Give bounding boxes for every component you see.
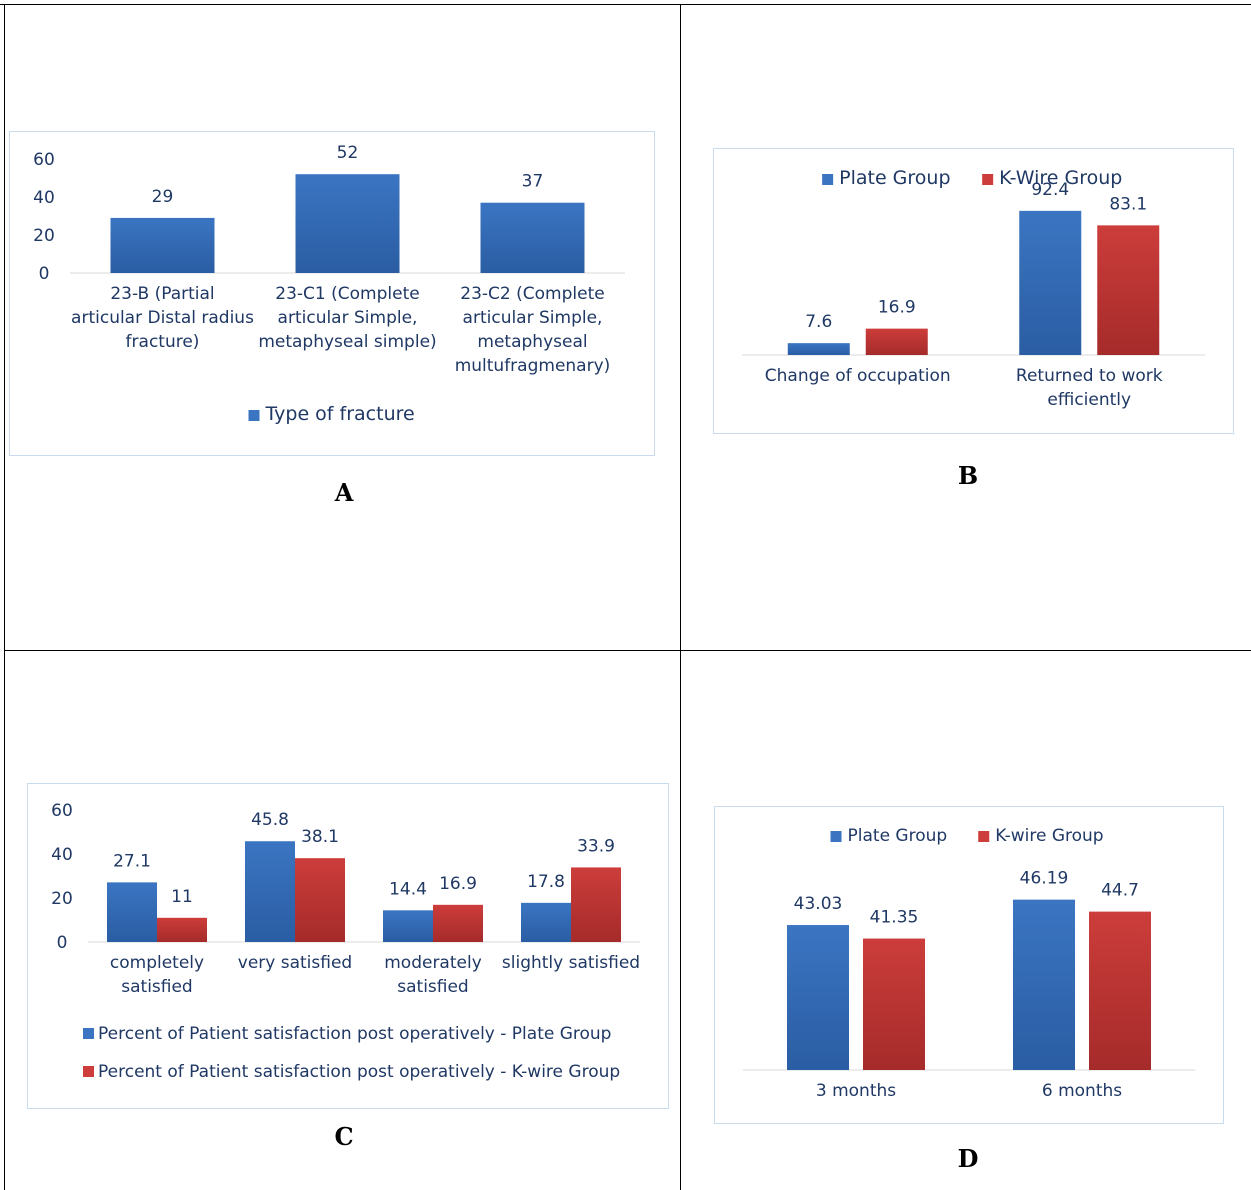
chart-c-data-label: 16.9	[439, 874, 477, 894]
chart-a-data-label: 37	[522, 172, 544, 192]
chart-d-legend-label: Plate Group	[848, 826, 948, 846]
chart-a-legend-label: Type of fracture	[265, 403, 415, 425]
chart-d-legend-label: K-wire Group	[995, 826, 1103, 846]
chart-d-category-label: 3 months	[816, 1081, 896, 1101]
chart-c-bar	[571, 867, 621, 942]
chart-c-category-label: very satisfied	[238, 953, 352, 973]
chart-c-data-label: 11	[171, 887, 193, 907]
chart-a-category-label: 23-C1 (Complete articular Simple, metaphys…	[258, 284, 436, 352]
chart-panel-d: 43.03 41.35 3 months 46.19 44.7 6 months Plate…	[714, 806, 1224, 1124]
chart-b-bar	[1097, 225, 1160, 355]
frame-left-border	[4, 4, 5, 1190]
panel-label-b: B	[957, 461, 979, 490]
chart-b-category-label: Change of occupation	[765, 366, 951, 386]
chart-a-category-label: 23-B (Partial articular Distal radius frac…	[71, 284, 254, 352]
chart-c-svg: 0 20 40 60 27.1 11 completely satisfied 45.8 38.1…	[51, 801, 640, 1082]
chart-d-legend-swatch	[830, 831, 842, 842]
panel-label-d: D	[957, 1144, 979, 1173]
chart-c-category-label: slightly satisfied	[502, 953, 640, 973]
chart-b-bar	[787, 343, 850, 355]
chart-d-legend-swatch	[978, 831, 990, 842]
chart-c-data-label: 38.1	[301, 827, 339, 847]
chart-c-y-tick-label: 0	[57, 933, 68, 953]
chart-b-data-label: 92.4	[1031, 180, 1069, 200]
chart-a-data-label: 29	[152, 187, 174, 207]
chart-c-data-label: 14.4	[389, 879, 427, 899]
chart-c-data-label: 33.9	[577, 836, 615, 856]
chart-d-data-label: 41.35	[870, 908, 919, 928]
chart-b-data-label: 7.6	[805, 312, 832, 332]
chart-c-legend-label: Percent of Patient satisfaction post ope…	[98, 1062, 620, 1082]
chart-b-data-label: 16.9	[878, 298, 916, 318]
chart-c-bar	[383, 910, 433, 942]
chart-a-y-tick-label: 60	[33, 150, 55, 170]
chart-a-y-tick-label: 40	[33, 188, 55, 208]
chart-c-bar	[107, 882, 157, 942]
chart-a-y-tick-label: 20	[33, 226, 55, 246]
chart-d-data-label: 46.19	[1020, 869, 1069, 889]
chart-c-category-label: completely satisfied	[110, 953, 204, 997]
frame-top-border	[0, 4, 1251, 5]
chart-c-y-tick-label: 60	[51, 801, 73, 821]
chart-d-bar	[1089, 911, 1151, 1070]
chart-c-data-label: 17.8	[527, 872, 565, 892]
chart-c-bar	[295, 858, 345, 942]
chart-c-bar	[433, 904, 483, 942]
chart-d-data-label: 44.7	[1101, 881, 1139, 901]
chart-b-svg: 7.6 16.9 Change of occupation 92.4 83.1 Retur…	[742, 167, 1205, 410]
chart-d-category-label: 6 months	[1042, 1081, 1122, 1101]
chart-a-legend-swatch	[248, 410, 260, 421]
chart-a-bar	[110, 217, 215, 273]
chart-c-legend-swatch	[83, 1028, 94, 1039]
chart-a-svg: 0 20 40 60 29 23-B (Partial articular Distal r…	[33, 143, 625, 425]
chart-c-y-tick-label: 40	[51, 845, 73, 865]
chart-b-bar	[865, 328, 928, 355]
chart-c-bar	[157, 917, 207, 942]
chart-panel-b: 7.6 16.9 Change of occupation 92.4 83.1 Retur…	[713, 148, 1234, 434]
chart-c-data-label: 27.1	[113, 851, 151, 871]
chart-b-data-label: 83.1	[1109, 194, 1147, 214]
chart-c-legend-swatch	[83, 1066, 94, 1077]
chart-panel-a: 0 20 40 60 29 23-B (Partial articular Distal r…	[9, 131, 655, 456]
frame-vertical-divider	[680, 4, 681, 1190]
frame-horizontal-divider	[4, 650, 1251, 651]
chart-b-legend-swatch	[982, 174, 994, 185]
chart-b-bar	[1019, 210, 1082, 355]
chart-a-data-label: 52	[337, 143, 359, 163]
chart-b-category-label: Returned to work efficiently	[1016, 366, 1163, 410]
chart-d-bar	[1013, 899, 1075, 1070]
chart-c-data-label: 45.8	[251, 810, 289, 830]
chart-b-legend-swatch	[822, 174, 834, 185]
panel-label-a: A	[334, 478, 354, 507]
chart-a-category-label: 23-C2 (Complete articular Simple, metaphys…	[455, 284, 611, 376]
chart-c-bar	[245, 841, 295, 942]
chart-d-bar	[863, 938, 925, 1070]
chart-panel-c: 0 20 40 60 27.1 11 completely satisfied 45.8 38.1…	[27, 783, 669, 1109]
chart-c-y-tick-label: 20	[51, 889, 73, 909]
panel-label-c: C	[334, 1122, 354, 1151]
chart-c-legend-label: Percent of Patient satisfaction post ope…	[98, 1024, 611, 1044]
chart-b-legend-label: K-Wire Group	[999, 167, 1122, 189]
chart-a-y-tick-label: 0	[39, 264, 50, 284]
chart-a-bar	[480, 202, 585, 273]
chart-d-svg: 43.03 41.35 3 months 46.19 44.7 6 months Plate…	[743, 826, 1195, 1101]
chart-b-legend-label: Plate Group	[839, 167, 950, 189]
chart-d-bar	[787, 925, 849, 1070]
chart-d-data-label: 43.03	[794, 894, 843, 914]
chart-c-bar	[521, 902, 571, 942]
chart-c-category-label: moderately satisfied	[384, 953, 482, 997]
chart-a-bar	[295, 174, 400, 273]
